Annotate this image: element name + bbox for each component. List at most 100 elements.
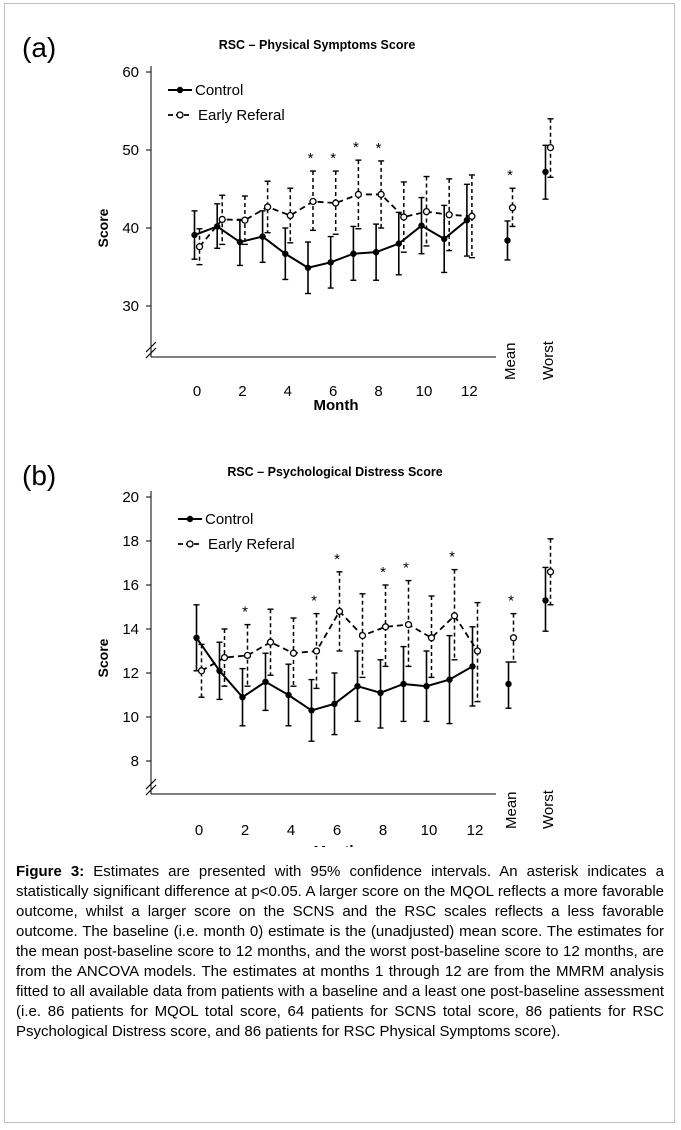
x-tick-label: 10 — [416, 383, 433, 400]
significance-asterisk: * — [353, 139, 359, 156]
point-control — [327, 259, 334, 266]
legend-label-control: Control — [205, 511, 253, 528]
point-control — [216, 667, 223, 674]
figure-caption: Figure 3: Estimates are presented with 9… — [16, 862, 664, 1042]
point-control — [441, 235, 448, 243]
errorbar-early-referal — [428, 595, 435, 679]
y-tick-label: 20 — [122, 489, 139, 506]
point-control — [469, 663, 476, 670]
point-early-referal — [381, 623, 390, 631]
point-control — [423, 683, 430, 690]
errorbar-early-referal — [359, 593, 366, 679]
point-early-referal — [404, 620, 413, 629]
axis-break-mark — [145, 341, 157, 353]
point-control-worst — [542, 597, 549, 604]
legend-marker-early-referal — [176, 111, 184, 119]
legend-label-control: Control — [195, 82, 243, 99]
chart-title: RSC – Psychological Distress Score — [227, 465, 442, 479]
point-control — [350, 250, 357, 257]
axis-break-mark — [145, 778, 157, 790]
point-control — [214, 223, 221, 230]
point-early-referal — [312, 647, 321, 655]
point-early-referal-worst — [546, 568, 555, 576]
point-early-referal — [358, 631, 367, 640]
legend-label-early-referal: Early Referal — [198, 107, 285, 124]
panel-label: (b) — [22, 460, 56, 491]
errorbar-early-referal — [290, 617, 297, 687]
errorbar-early-referal — [287, 187, 294, 244]
chart-title: RSC – Physical Symptoms Score — [219, 38, 416, 52]
point-control — [285, 691, 292, 699]
point-control — [446, 676, 453, 683]
y-axis-label: Score — [95, 638, 111, 677]
point-control-mean — [505, 680, 512, 688]
errorbar-early-referal-mean — [509, 187, 516, 228]
point-control — [395, 240, 402, 247]
point-control — [418, 222, 425, 229]
x-tick-label: 4 — [287, 822, 295, 839]
y-tick-label: 14 — [122, 621, 139, 638]
caption-text: Estimates are presented with 95% confide… — [16, 863, 664, 1040]
x-tick-label: 8 — [379, 822, 387, 839]
significance-asterisk: * — [449, 549, 455, 566]
point-control — [193, 634, 200, 641]
significance-asterisk-mean: * — [507, 167, 513, 184]
y-tick-label: 40 — [122, 220, 139, 237]
point-control-worst — [542, 168, 549, 176]
point-control — [236, 238, 244, 246]
chart-b-svg: (b) RSC – Psychological Distress Score 8 10… — [22, 460, 557, 860]
point-early-referal — [220, 653, 229, 662]
point-early-referal — [377, 190, 385, 199]
y-tick-label: 50 — [122, 142, 139, 159]
x-tick-label: 0 — [193, 383, 201, 400]
errorbar-early-referal — [382, 584, 389, 668]
x-axis-label: Month — [314, 397, 359, 414]
errorbar-early-referal-worst — [547, 538, 554, 606]
errorbar-early-referal — [198, 643, 205, 698]
significance-asterisk: * — [334, 551, 340, 568]
point-early-referal — [195, 243, 204, 251]
y-tick-label: 30 — [122, 298, 139, 315]
significance-asterisk: * — [330, 150, 336, 167]
point-early-referal — [243, 651, 252, 660]
x-tick-label: 12 — [461, 383, 478, 400]
legend-label-early-referal: Early Referal — [208, 536, 295, 553]
y-tick-label: 12 — [122, 665, 139, 682]
x-tick-label: 6 — [333, 822, 341, 839]
point-early-referal — [197, 667, 206, 675]
axis-break-mark — [145, 784, 157, 796]
point-early-referal — [445, 211, 453, 219]
legend-marker-control — [186, 515, 194, 523]
point-control — [262, 678, 269, 685]
point-control — [372, 248, 380, 256]
point-early-referal — [473, 647, 482, 655]
mean-category-label: Mean — [503, 791, 520, 829]
point-early-referal-mean — [509, 634, 518, 642]
chart-panel-b: (b) RSC – Psychological Distress Score 8 10… — [0, 447, 681, 860]
point-early-referal — [286, 211, 294, 220]
worst-category-label: Worst — [540, 340, 557, 380]
point-early-referal — [354, 190, 363, 199]
point-early-referal — [263, 203, 272, 211]
point-early-referal — [450, 612, 459, 620]
x-tick-label: 12 — [467, 822, 484, 839]
x-tick-label: 0 — [195, 822, 203, 839]
point-early-referal — [309, 197, 317, 206]
point-early-referal — [427, 634, 436, 642]
significance-asterisk: * — [311, 593, 317, 610]
point-control — [282, 250, 289, 257]
x-tick-label: 6 — [329, 383, 337, 400]
significance-asterisk: * — [376, 140, 382, 157]
point-control-mean — [504, 237, 511, 244]
x-tick-label: 8 — [374, 383, 382, 400]
significance-asterisk: * — [403, 560, 409, 577]
x-axis-label: Month — [314, 843, 359, 847]
point-early-referal — [400, 213, 408, 221]
panel-label: (a) — [22, 32, 56, 63]
x-tick-label: 4 — [284, 383, 292, 400]
legend-marker-early-referal — [186, 540, 194, 548]
point-early-referal-mean — [508, 204, 517, 212]
y-tick-label: 16 — [122, 577, 139, 594]
figure-frame — [4, 3, 675, 1123]
significance-asterisk: * — [308, 150, 314, 167]
